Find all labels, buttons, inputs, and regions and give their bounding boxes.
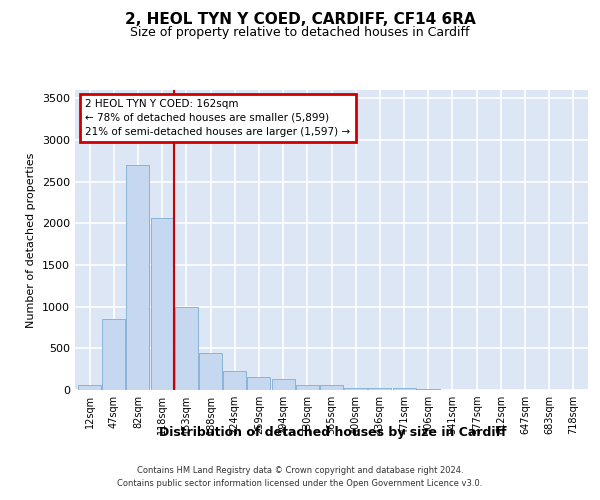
Bar xyxy=(296,384,319,390)
Bar xyxy=(272,379,295,390)
Text: Contains HM Land Registry data © Crown copyright and database right 2024.
Contai: Contains HM Land Registry data © Crown c… xyxy=(118,466,482,487)
Bar xyxy=(368,388,391,390)
Bar xyxy=(344,388,367,390)
Bar xyxy=(199,352,222,390)
Bar xyxy=(102,319,125,390)
Text: Distribution of detached houses by size in Cardiff: Distribution of detached houses by size … xyxy=(159,426,507,439)
Text: Size of property relative to detached houses in Cardiff: Size of property relative to detached ho… xyxy=(130,26,470,39)
Bar xyxy=(223,371,246,390)
Text: 2 HEOL TYN Y COED: 162sqm
← 78% of detached houses are smaller (5,899)
21% of se: 2 HEOL TYN Y COED: 162sqm ← 78% of detac… xyxy=(85,99,350,137)
Bar xyxy=(417,389,440,390)
Bar xyxy=(151,218,173,390)
Bar xyxy=(392,388,416,390)
Bar xyxy=(247,377,271,390)
Bar xyxy=(175,306,198,390)
Y-axis label: Number of detached properties: Number of detached properties xyxy=(26,152,37,328)
Bar xyxy=(127,165,149,390)
Text: 2, HEOL TYN Y COED, CARDIFF, CF14 6RA: 2, HEOL TYN Y COED, CARDIFF, CF14 6RA xyxy=(125,12,475,28)
Bar xyxy=(320,386,343,390)
Bar xyxy=(78,385,101,390)
